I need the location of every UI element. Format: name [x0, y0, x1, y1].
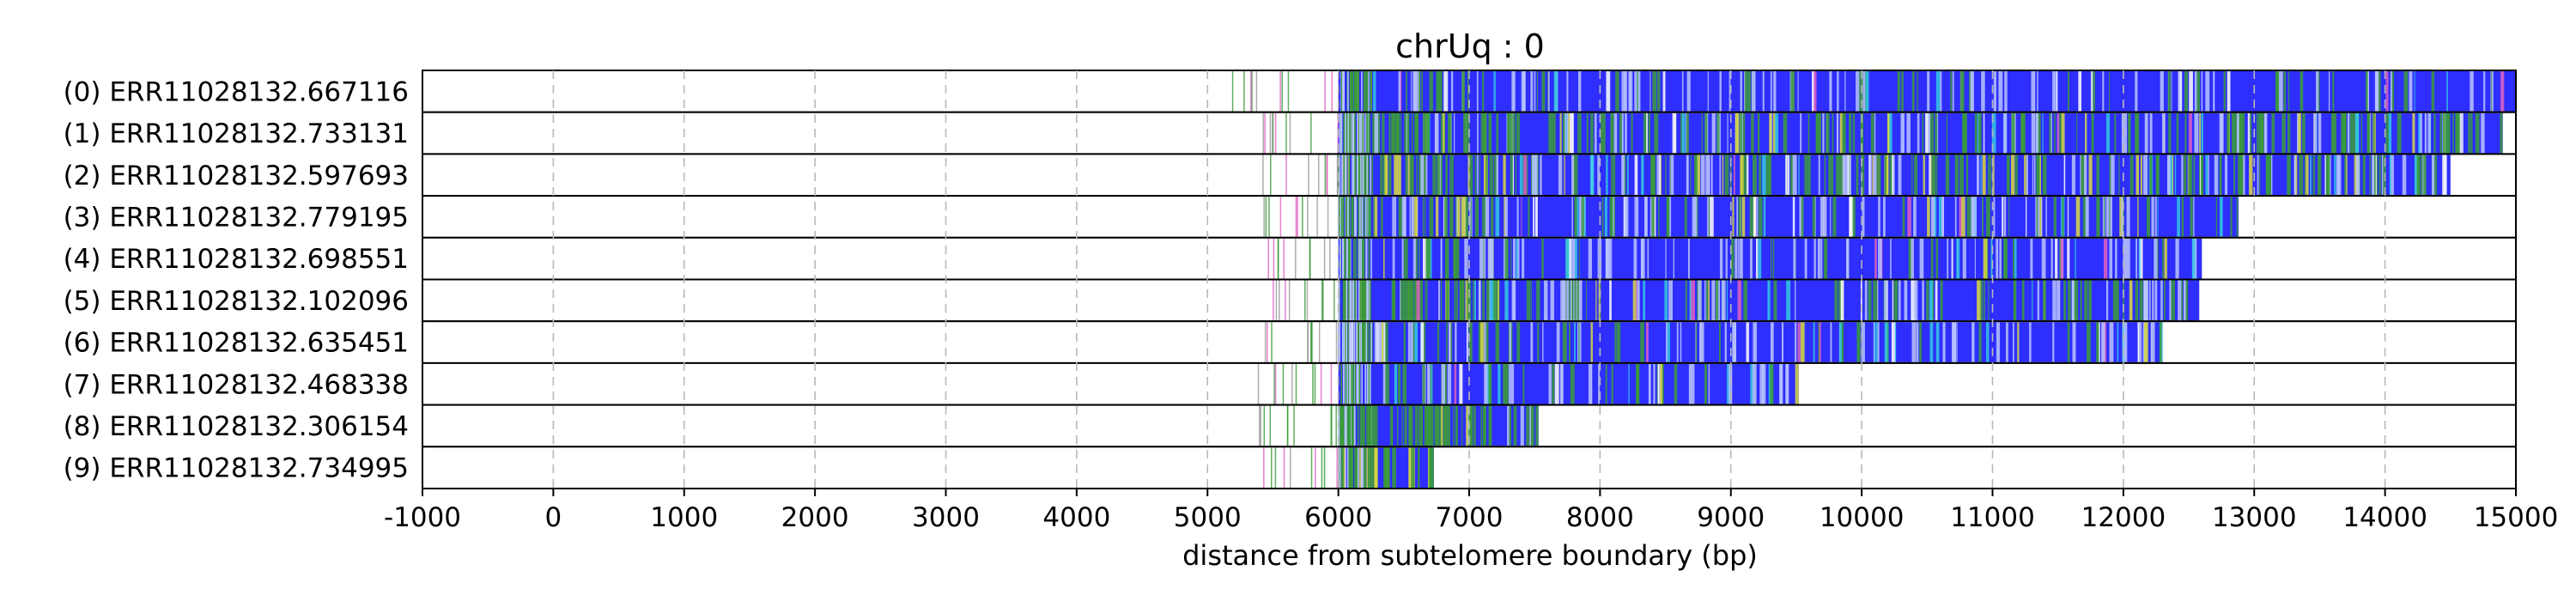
- x-tick-label: 11000: [1950, 502, 2035, 533]
- x-tick-label: 4000: [1042, 502, 1110, 533]
- read-bar: [1338, 322, 2163, 362]
- read-prefix-marks: [1264, 322, 1338, 362]
- read-label: (4) ERR11028132.698551: [64, 244, 409, 275]
- x-tick-label: 13000: [2212, 502, 2297, 533]
- x-tick-label: 6000: [1304, 502, 1372, 533]
- read-bar-stripes: [1338, 405, 1539, 446]
- x-tick-label: 9000: [1697, 502, 1765, 533]
- read-bar-stripes: [1340, 363, 1799, 404]
- x-tick-label: 7000: [1436, 502, 1504, 533]
- read-tracks: [422, 70, 2517, 489]
- x-tick-label: 8000: [1566, 502, 1634, 533]
- read-prefix-marks: [1258, 405, 1337, 446]
- read-label: (5) ERR11028132.102096: [64, 286, 409, 317]
- read-prefix-marks: [1263, 197, 1329, 237]
- read-label: (3) ERR11028132.779195: [64, 202, 409, 233]
- read-prefix-marks: [1231, 71, 1333, 112]
- read-label: (2) ERR11028132.597693: [64, 161, 409, 191]
- read-prefix-marks: [1273, 280, 1335, 321]
- x-tick-label: 1000: [650, 502, 718, 533]
- x-tick-label: 3000: [912, 502, 980, 533]
- read-bar-stripes: [1339, 112, 2503, 154]
- x-tick-label: 12000: [2081, 502, 2166, 533]
- read-prefix-marks: [1263, 447, 1338, 488]
- read-bar-stripes: [1338, 280, 2188, 321]
- read-bar-stripes: [1338, 197, 2239, 237]
- x-tick-label: 10000: [1820, 502, 1905, 533]
- read-bar-stripes: [1339, 322, 2163, 362]
- x-axis-label: distance from subtelomere boundary (bp): [1182, 539, 1758, 572]
- read-prefix-marks: [1262, 155, 1339, 196]
- read-label: (7) ERR11028132.468338: [64, 369, 409, 400]
- read-bar-stripes: [1338, 447, 1434, 488]
- x-tick-label: 14000: [2342, 502, 2427, 533]
- read-bar-stripes: [1338, 155, 2447, 196]
- x-tick-label: 15000: [2474, 502, 2559, 533]
- x-axis-ticks: -1000 0 1000 2000 3000 4000 5000 6000 7000 8000 90…: [384, 489, 2558, 533]
- x-tick-label: 0: [545, 502, 562, 533]
- read-label: (0) ERR11028132.667116: [64, 76, 409, 107]
- x-tick-label: 2000: [781, 502, 849, 533]
- read-bar: [1338, 112, 2503, 154]
- read-bar-stripes: [1340, 238, 2197, 279]
- read-label: (9) ERR11028132.734995: [64, 453, 409, 484]
- read-labels: (0) ERR11028132.667116 (1) ERR11028132.73…: [64, 76, 409, 483]
- read-label: (8) ERR11028132.306154: [64, 411, 409, 442]
- chart-title: chrUq : 0: [1395, 27, 1545, 65]
- grid-lines: [552, 70, 2386, 489]
- x-tick-label: -1000: [384, 502, 461, 533]
- read-bar-stripes: [1340, 71, 2505, 112]
- read-prefix-marks: [1257, 363, 1333, 404]
- read-label: (1) ERR11028132.733131: [64, 118, 409, 149]
- read-prefix-marks: [1267, 238, 1331, 279]
- x-tick-label: 5000: [1174, 502, 1242, 533]
- read-label: (6) ERR11028132.635451: [64, 328, 409, 359]
- read-bar: [1338, 363, 1799, 404]
